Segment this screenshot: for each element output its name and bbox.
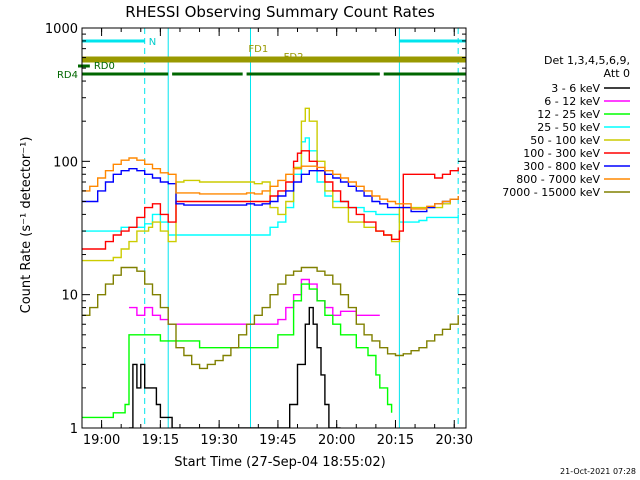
legend-entry-label: 6 - 12 keV — [544, 95, 600, 108]
series-line-3 — [82, 283, 393, 419]
x-tick-label: 20:00 — [318, 433, 355, 448]
x-tick-label: 19:30 — [200, 433, 237, 448]
x-tick-label: 19:45 — [259, 433, 296, 448]
series-line-6 — [82, 150, 459, 250]
attenuator-label: RD4 — [57, 70, 78, 81]
x-tick-label: 20:30 — [436, 433, 473, 448]
y-tick-label: 10 — [61, 289, 78, 304]
series-line-5 — [82, 107, 459, 262]
legend-entry-label: 12 - 25 keV — [537, 108, 600, 121]
series-line-7 — [82, 168, 459, 213]
series-line-8 — [82, 157, 459, 210]
footer-timestamp: 21-Oct-2021 07:28 — [560, 467, 636, 476]
attenuator-label: RD0 — [94, 61, 115, 72]
x-tick-label: 20:15 — [377, 433, 414, 448]
legend-entry-label: 800 - 7000 keV — [516, 173, 600, 186]
annotation-layer: N FD1 FD2 RD0 RD4 — [57, 28, 466, 428]
y-axis-label: Count Rate (s⁻¹ detector⁻¹) — [19, 137, 34, 314]
series-line-9 — [82, 266, 459, 370]
series-layer — [82, 107, 459, 428]
y-tick-label: 1000 — [45, 22, 78, 37]
legend-entry-label: 7000 - 15000 keV — [502, 186, 600, 199]
x-tick-label: 19:15 — [142, 433, 179, 448]
legend-header: Det 1,3,4,5,6,9, — [544, 54, 630, 67]
chart-title: RHESSI Observing Summary Count Rates — [125, 3, 435, 21]
attenuator-label: FD1 — [248, 44, 268, 55]
attenuator-label: FD2 — [284, 52, 304, 63]
y-tick-label: 1 — [70, 422, 78, 437]
x-tick-label: 19:00 — [83, 433, 120, 448]
x-axis-label: Start Time (27-Sep-04 18:55:02) — [174, 455, 385, 470]
legend-entry-label: 300 - 800 keV — [523, 160, 600, 173]
y-tick-label: 100 — [53, 155, 78, 170]
legend-entry-label: 50 - 100 keV — [530, 134, 600, 147]
saa-marker-label: N — [149, 37, 156, 48]
plot-frame — [81, 27, 467, 429]
series-line-2 — [129, 278, 380, 325]
legend-entry-label: 3 - 6 keV — [551, 82, 600, 95]
legend-entry-label: 25 - 50 keV — [537, 121, 600, 134]
legend-entry-label: 100 - 300 keV — [523, 147, 600, 160]
legend-header: Att 0 — [604, 67, 630, 80]
series-line-1 — [129, 306, 341, 428]
axes-layer: 1 10 100 1000 19:00 19:15 19:30 19:45 20:00 20:15… — [45, 22, 473, 448]
